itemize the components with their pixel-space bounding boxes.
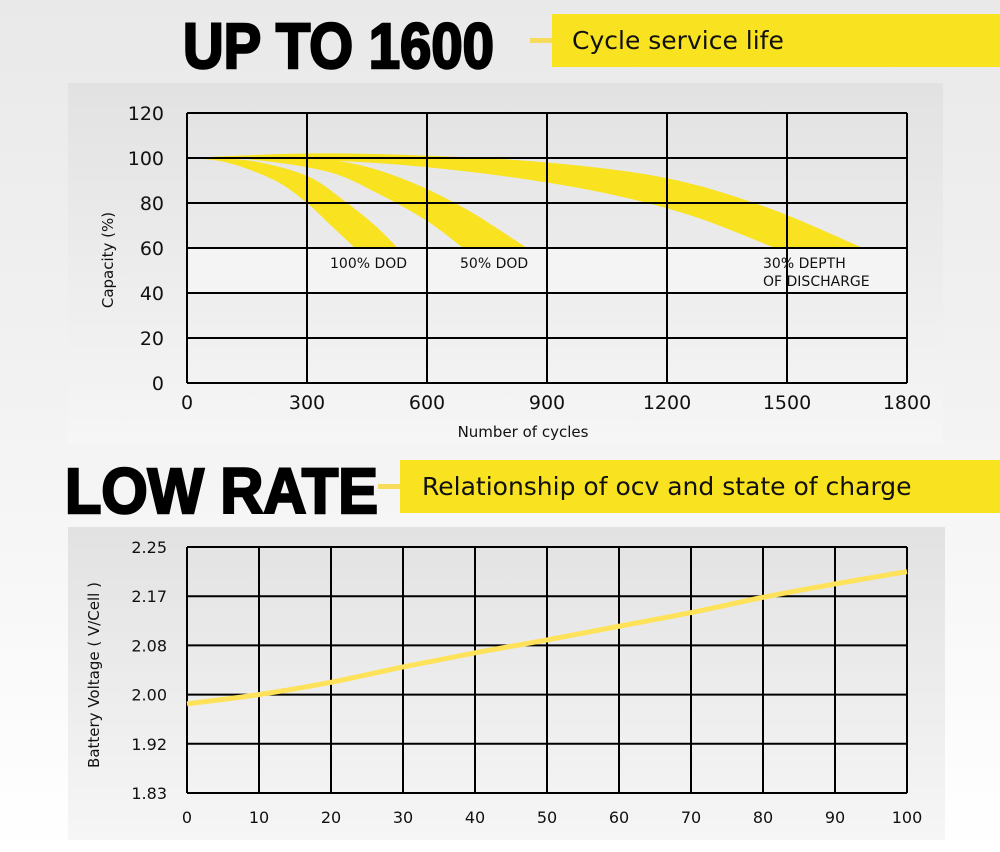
cycle-life-banner-text: Cycle service life (572, 26, 784, 55)
x-tick-label: 50 (537, 808, 557, 827)
series-label-100-dod: 100% DOD (330, 256, 407, 272)
low-rate-connector (378, 484, 402, 489)
x-tick-label: 80 (753, 808, 773, 827)
x-tick-label: 30 (393, 808, 413, 827)
y-tick-label: 2.00 (131, 686, 167, 705)
low-rate-banner: Relationship of ocv and state of charge (400, 460, 1000, 513)
x-axis-label: Number of cycles (458, 423, 589, 441)
y-tick-label: 1.83 (131, 784, 167, 803)
ocv-line (186, 569, 908, 707)
capacity-band-0 (187, 158, 398, 248)
x-tick-label: 1800 (883, 392, 931, 414)
y-tick-label: 100 (128, 148, 164, 170)
x-tick-label: 90 (825, 808, 845, 827)
low-rate-headline: LOW RATE (64, 455, 379, 527)
y-tick-label: 2.08 (131, 636, 167, 655)
y-axis-label: Capacity (%) (99, 212, 117, 308)
x-tick-label: 0 (181, 392, 193, 414)
y-tick-label: 0 (152, 373, 164, 395)
series-label-50-dod: 50% DOD (460, 256, 528, 272)
y-tick-label: 120 (128, 103, 164, 125)
y-tick-label: 60 (140, 238, 164, 260)
x-tick-label: 10 (249, 808, 269, 827)
x-tick-label: 70 (681, 808, 701, 827)
y-axis-label: Battery Voltage ( V/Cell ) (85, 582, 103, 768)
ocv-chart-panel (68, 527, 945, 840)
x-tick-label: 100 (892, 808, 923, 827)
capacity-band-1 (187, 155, 527, 248)
cycle-life-headline: UP TO 1600 (182, 10, 495, 82)
y-tick-label: 80 (140, 193, 164, 215)
y-tick-label: 40 (140, 283, 164, 305)
series-label-30-dod-line2: OF DISCHARGE (763, 274, 870, 290)
x-tick-label: 0 (182, 808, 192, 827)
x-tick-label: 300 (289, 392, 325, 414)
x-tick-label: 40 (465, 808, 485, 827)
x-tick-label: 20 (321, 808, 341, 827)
x-tick-label: 600 (409, 392, 445, 414)
cycle-life-connector (530, 38, 554, 43)
x-tick-label: 1200 (643, 392, 691, 414)
y-tick-label: 2.17 (131, 587, 167, 606)
y-tick-label: 1.92 (131, 735, 167, 754)
y-tick-label: 2.25 (131, 538, 167, 557)
capacity-band-2 (187, 153, 863, 248)
cycle-life-banner: Cycle service life (552, 14, 1000, 67)
low-rate-banner-text: Relationship of ocv and state of charge (422, 472, 912, 501)
y-tick-label: 20 (140, 328, 164, 350)
series-label-30-dod-line1: 30% DEPTH (763, 256, 846, 272)
x-tick-label: 1500 (763, 392, 811, 414)
x-tick-label: 900 (529, 392, 565, 414)
x-tick-label: 60 (609, 808, 629, 827)
